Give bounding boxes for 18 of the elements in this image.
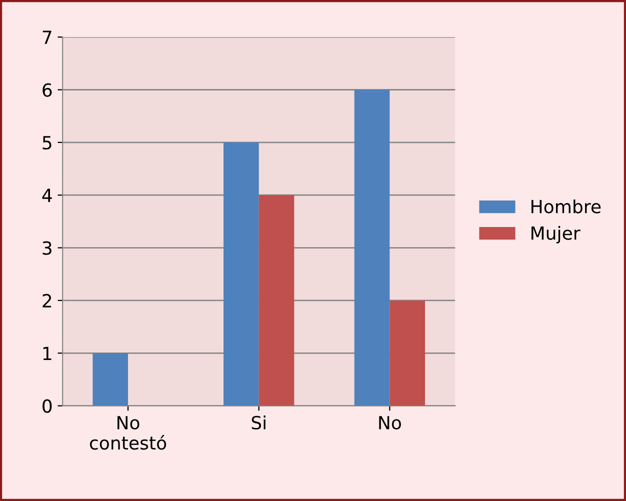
y-tick-label: 3 [42, 241, 52, 255]
x-tick-label: Si [252, 416, 266, 430]
y-tick-label: 5 [42, 136, 52, 150]
bar [390, 300, 426, 406]
y-tick-label: 6 [42, 83, 52, 97]
bar [354, 90, 390, 406]
y-tick-label: 1 [43, 346, 52, 360]
legend-label: Hombre [532, 199, 601, 214]
bar [224, 142, 259, 406]
y-tick-label: 4 [42, 188, 52, 202]
bar [92, 353, 128, 406]
x-tick-label: No [379, 416, 401, 430]
y-tick-label: 2 [42, 294, 52, 308]
y-tick-label: 0 [42, 399, 52, 413]
y-tick-label: 7 [42, 30, 52, 44]
legend-label: Mujer [532, 226, 580, 244]
bar [258, 195, 294, 406]
x-tick-label: No contestó [90, 416, 166, 450]
